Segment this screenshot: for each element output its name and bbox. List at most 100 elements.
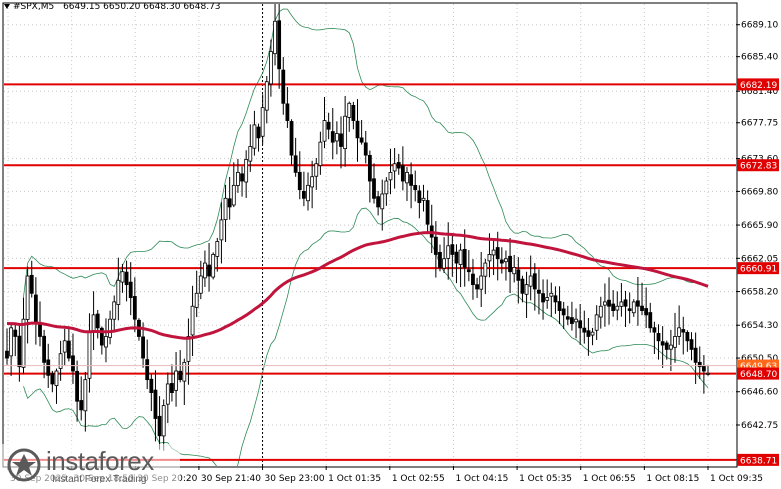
candle-168 [697, 346, 702, 380]
candle-12 [54, 368, 59, 404]
candle-0 [5, 328, 9, 365]
candle-82 [343, 95, 348, 167]
candle-6 [29, 260, 34, 298]
candle-125 [520, 275, 525, 303]
candle-77 [322, 96, 327, 149]
candle-112 [466, 250, 471, 282]
candle-95 [396, 153, 401, 175]
price-badge-0-text: 6649.63 [740, 362, 777, 372]
candle-11 [50, 370, 55, 393]
candle-15 [66, 328, 71, 362]
candle-133 [553, 286, 558, 314]
candle-83 [347, 101, 352, 132]
candle-60 [252, 110, 257, 156]
candle-19 [83, 371, 88, 432]
price-badges: 6649.636648.736682.196672.836660.916648.… [4, 78, 779, 466]
candle-79 [330, 107, 335, 160]
plot-area[interactable] [2, 2, 738, 468]
candle-18 [79, 376, 84, 421]
candle-31 [132, 277, 137, 332]
candle-94 [392, 147, 397, 189]
candle-40 [170, 364, 174, 402]
candle-153 [636, 276, 640, 326]
candle-85 [355, 99, 360, 162]
candle-38 [161, 399, 166, 451]
candle-118 [491, 240, 496, 276]
candle-57 [240, 166, 244, 197]
x-tick-label-7: 1 Oct 04:15 [455, 474, 508, 484]
candle-154 [640, 282, 644, 316]
level-badge-0: 6682.19 [737, 78, 779, 91]
candle-149 [619, 283, 624, 317]
y-tick-label-12: 6642.75 [741, 421, 778, 431]
y-tick-label-1: 6685.40 [741, 53, 778, 63]
candle-167 [693, 332, 698, 384]
symbol-menu-icon[interactable] [4, 4, 10, 9]
candle-122 [508, 238, 512, 294]
candle-161 [668, 329, 673, 372]
level-badge-4-text: 6638.71 [740, 456, 777, 466]
band-lower [23, 207, 709, 466]
candle-65 [273, 4, 277, 66]
candle-46 [194, 270, 199, 318]
candle-146 [607, 277, 611, 325]
candle-160 [664, 340, 669, 360]
candle-98 [409, 162, 414, 209]
candle-51 [215, 237, 220, 272]
candle-99 [413, 170, 418, 202]
candle-62 [260, 94, 265, 145]
candle-120 [499, 247, 504, 274]
candle-14 [62, 328, 67, 365]
candle-121 [504, 250, 508, 281]
candle-4 [21, 297, 26, 375]
candle-22 [95, 309, 100, 339]
candle-53 [223, 184, 228, 242]
candle-130 [541, 279, 545, 320]
candle-97 [405, 167, 409, 201]
candle-92 [384, 177, 389, 206]
candle-101 [421, 184, 426, 212]
candle-63 [264, 76, 269, 124]
candle-116 [483, 258, 488, 295]
level-badge-3-text: 6648.70 [740, 370, 777, 380]
candle-24 [104, 318, 108, 363]
candle-50 [211, 252, 216, 280]
candle-165 [685, 330, 690, 352]
candle-123 [512, 254, 517, 283]
candle-105 [438, 244, 442, 272]
candle-126 [524, 271, 529, 318]
level-badge-2-text: 6660.91 [740, 265, 777, 275]
candle-91 [380, 179, 385, 231]
candle-48 [203, 250, 207, 287]
candle-111 [462, 229, 467, 287]
candle-29 [124, 260, 129, 302]
y-tick-label-11: 6646.60 [741, 388, 778, 398]
candle-135 [561, 301, 566, 329]
moving-average [6, 231, 709, 340]
candle-9 [42, 329, 47, 379]
candle-155 [644, 287, 649, 328]
candle-70 [293, 137, 298, 177]
candle-2 [13, 324, 18, 357]
candle-84 [351, 101, 356, 130]
candle-68 [285, 87, 290, 128]
candle-106 [442, 237, 446, 274]
candle-17 [75, 360, 79, 422]
candle-72 [301, 171, 306, 207]
candle-156 [648, 302, 653, 333]
x-tick-label-9: 1 Oct 06:55 [583, 474, 636, 484]
candle-93 [388, 148, 393, 195]
candle-1 [9, 324, 14, 376]
candle-141 [586, 317, 591, 356]
candle-25 [108, 310, 112, 345]
level-badge-0-text: 6682.19 [740, 81, 777, 91]
candle-39 [165, 372, 170, 424]
candle-102 [425, 190, 430, 235]
candle-16 [71, 333, 75, 384]
candle-158 [656, 324, 661, 360]
level-badge-1-text: 6672.83 [740, 162, 777, 172]
candle-108 [450, 233, 455, 277]
candle-152 [631, 299, 636, 317]
candle-90 [376, 190, 381, 216]
